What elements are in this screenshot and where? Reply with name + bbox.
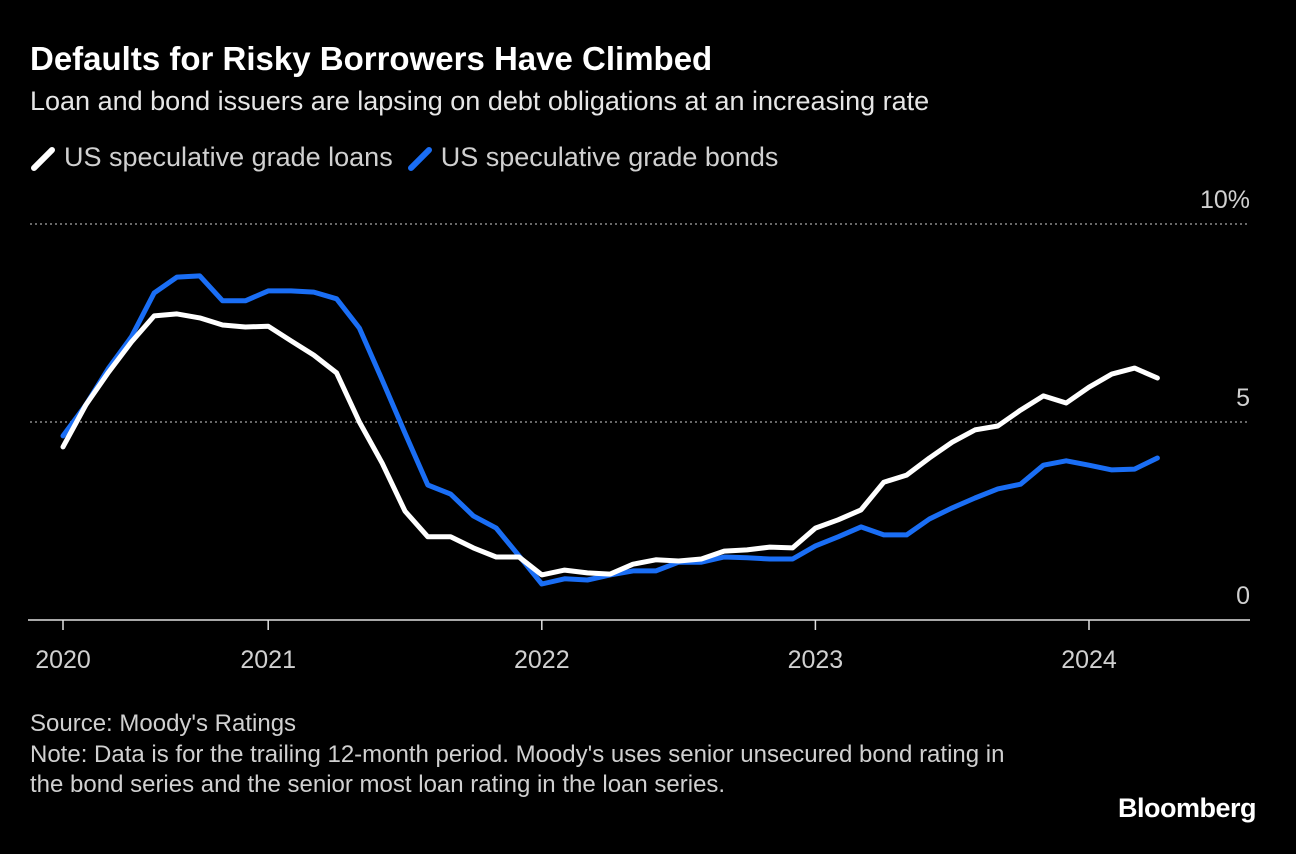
x-tick-label: 2021 (240, 646, 296, 674)
x-tick-label: 2024 (1061, 646, 1117, 674)
y-tick-label: 0 (1236, 582, 1250, 610)
y-tick-label: 10% (1200, 186, 1250, 214)
x-tick-label: 2023 (788, 646, 844, 674)
source: Source: Moody's Ratings (30, 710, 297, 737)
legend-line (31, 146, 55, 171)
legend-line (407, 146, 432, 171)
chart-title: Defaults for Risky Borrowers Have Climbe… (30, 40, 713, 77)
series-line (60, 273, 1160, 587)
legend-item: US speculative grade loans (30, 142, 393, 173)
legend-swatch (31, 146, 55, 171)
legend-label: US speculative grade loans (64, 142, 393, 172)
plot: 0 5 10% 2020 2021 2022 2023 2024 (28, 186, 1250, 674)
x-tick-label: 2022 (514, 646, 570, 674)
y-tick-label: 5 (1236, 384, 1250, 412)
legend-item: US speculative grade bonds (407, 142, 779, 173)
x-tick-label: 2020 (35, 646, 91, 674)
chart-subtitle: Loan and bond issuers are lapsing on deb… (30, 86, 930, 116)
series-line (60, 311, 1160, 578)
legend-label: US speculative grade bonds (440, 142, 779, 172)
note: Note: Data is for the trailing 12-month … (30, 741, 1005, 798)
legend: US speculative grade loans US speculative… (30, 142, 792, 173)
legend-swatch (407, 146, 432, 171)
brand: Bloomberg (1117, 793, 1257, 823)
